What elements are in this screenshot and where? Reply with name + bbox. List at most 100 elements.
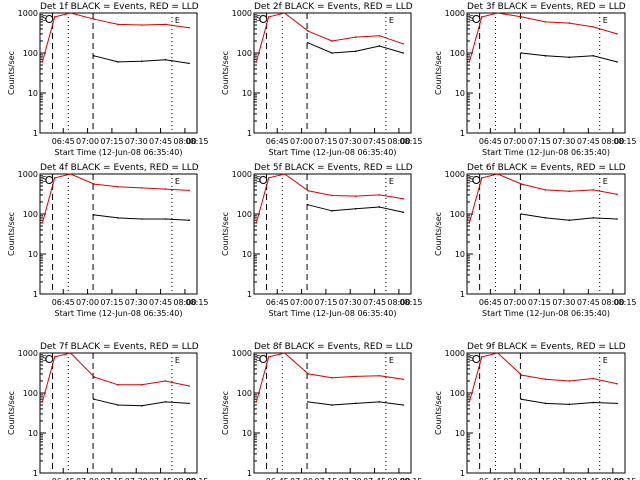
lld-point — [378, 34, 381, 37]
lld-point — [69, 352, 72, 354]
events-point — [93, 55, 95, 57]
x-tick-label: 08:15 — [399, 137, 422, 146]
panel-det-5: Det 5f BLACK = Events, RED = LLD 1 10 100 10… — [221, 163, 423, 318]
lld-point — [255, 222, 258, 224]
x-tick-label: 07:15 — [528, 477, 551, 480]
events-point — [520, 213, 522, 215]
lld-point — [468, 401, 471, 403]
x-tick-label: 07:30 — [339, 477, 362, 480]
lld-point — [93, 183, 96, 185]
lld-series-line — [41, 352, 190, 403]
panel-title: Det 2f BLACK = Events, RED = LLD — [254, 2, 413, 12]
events-point — [188, 402, 190, 405]
x-tick-label: 07:45 — [149, 477, 172, 480]
x-tick-label: 07:15 — [314, 298, 337, 307]
lld-point — [520, 16, 523, 18]
y-axis-label: Counts/sec — [434, 212, 443, 256]
x-tick-label: 07:00 — [290, 298, 313, 307]
events-point — [378, 206, 381, 208]
x-tick-label: 08:00 — [173, 477, 196, 480]
lld-point — [568, 190, 571, 193]
start-circle — [259, 15, 268, 23]
panel-title: Det 3f BLACK = Events, RED = LLD — [467, 2, 626, 12]
start-marker: S — [256, 354, 261, 363]
x-tick-label: 07:45 — [149, 137, 172, 146]
events-point — [402, 211, 404, 214]
y-tick-label: 100 — [450, 210, 465, 219]
x-tick-label: 07:45 — [577, 477, 600, 480]
events-point — [188, 62, 190, 65]
lld-point — [307, 373, 310, 375]
panel-title: Det 1f BLACK = Events, RED = LLD — [40, 2, 199, 12]
panel-det-1: Det 1f BLACK = Events, RED = LLD 1 10 100 10… — [7, 2, 209, 157]
x-tick-label: 08:00 — [601, 137, 624, 146]
x-tick-label: 06:45 — [479, 137, 502, 146]
lld-point — [520, 374, 523, 376]
lld-point — [468, 61, 471, 63]
panel-title: Det 7f BLACK = Events, RED = LLD — [40, 342, 199, 352]
lld-point — [267, 16, 270, 18]
lld-point — [164, 23, 167, 26]
events-point — [616, 218, 618, 220]
events-point — [592, 401, 594, 404]
events-point — [331, 52, 333, 54]
end-marker: E — [175, 16, 180, 25]
x-tick-label: 06:45 — [479, 298, 502, 307]
end-marker: E — [389, 16, 394, 25]
events-point — [568, 219, 571, 221]
lld-point — [41, 401, 44, 403]
panel-det-2: Det 2f BLACK = Events, RED = LLD 1 10 100 10… — [221, 2, 423, 157]
y-tick-label: 1000 — [18, 349, 38, 358]
events-point — [331, 210, 333, 212]
events-point — [164, 218, 167, 220]
y-tick-label: 1000 — [232, 349, 252, 358]
y-tick-label: 10 — [28, 250, 38, 259]
panel-det-8: Det 8f BLACK = Events, RED = LLD 1 10 100 10… — [221, 342, 423, 480]
y-tick-label: 1 — [33, 290, 38, 299]
lld-series-line — [255, 352, 404, 403]
lld-point — [481, 177, 483, 179]
lld-point — [378, 374, 381, 377]
events-point — [140, 404, 143, 407]
lld-point — [354, 36, 357, 38]
lld-series-line — [41, 12, 190, 63]
y-tick-label: 100 — [237, 49, 252, 58]
x-tick-label: 08:15 — [185, 298, 208, 307]
lld-point — [592, 26, 594, 28]
start-marker: S — [42, 354, 47, 363]
x-axis-label: Start Time (12-Jun-08 06:35:40) — [482, 148, 610, 157]
events-point — [544, 217, 547, 219]
x-tick-label: 08:00 — [601, 298, 624, 307]
events-point — [117, 404, 119, 406]
start-circle — [472, 355, 481, 363]
lld-point — [378, 194, 381, 196]
lld-point — [117, 23, 119, 26]
events-point — [402, 404, 404, 406]
start-circle — [45, 176, 54, 184]
y-tick-label: 1 — [33, 129, 38, 138]
y-tick-label: 10 — [28, 89, 38, 98]
y-tick-label: 100 — [450, 389, 465, 398]
start-circle — [45, 355, 54, 363]
x-tick-label: 07:30 — [339, 137, 362, 146]
panel-det-3: Det 3f BLACK = Events, RED = LLD 1 10 100 10… — [434, 2, 637, 157]
events-point — [307, 41, 309, 44]
y-tick-label: 10 — [455, 89, 465, 98]
panel-det-6: Det 6f BLACK = Events, RED = LLD 1 10 100 10… — [434, 163, 637, 318]
x-tick-label: 07:30 — [552, 477, 575, 480]
lld-point — [544, 189, 547, 191]
x-tick-label: 07:30 — [125, 298, 148, 307]
x-tick-label: 07:45 — [363, 477, 386, 480]
y-tick-label: 1000 — [232, 9, 252, 18]
events-point — [354, 207, 357, 210]
lld-point — [93, 376, 96, 378]
y-tick-label: 1 — [247, 290, 252, 299]
end-marker: E — [603, 356, 608, 365]
panel-title: Det 5f BLACK = Events, RED = LLD — [254, 163, 413, 173]
panel-title: Det 8f BLACK = Events, RED = LLD — [254, 342, 413, 352]
lld-point — [568, 22, 571, 24]
lld-point — [267, 177, 270, 179]
x-tick-label: 07:30 — [339, 298, 362, 307]
x-tick-label: 08:15 — [613, 298, 636, 307]
events-point — [402, 52, 404, 54]
